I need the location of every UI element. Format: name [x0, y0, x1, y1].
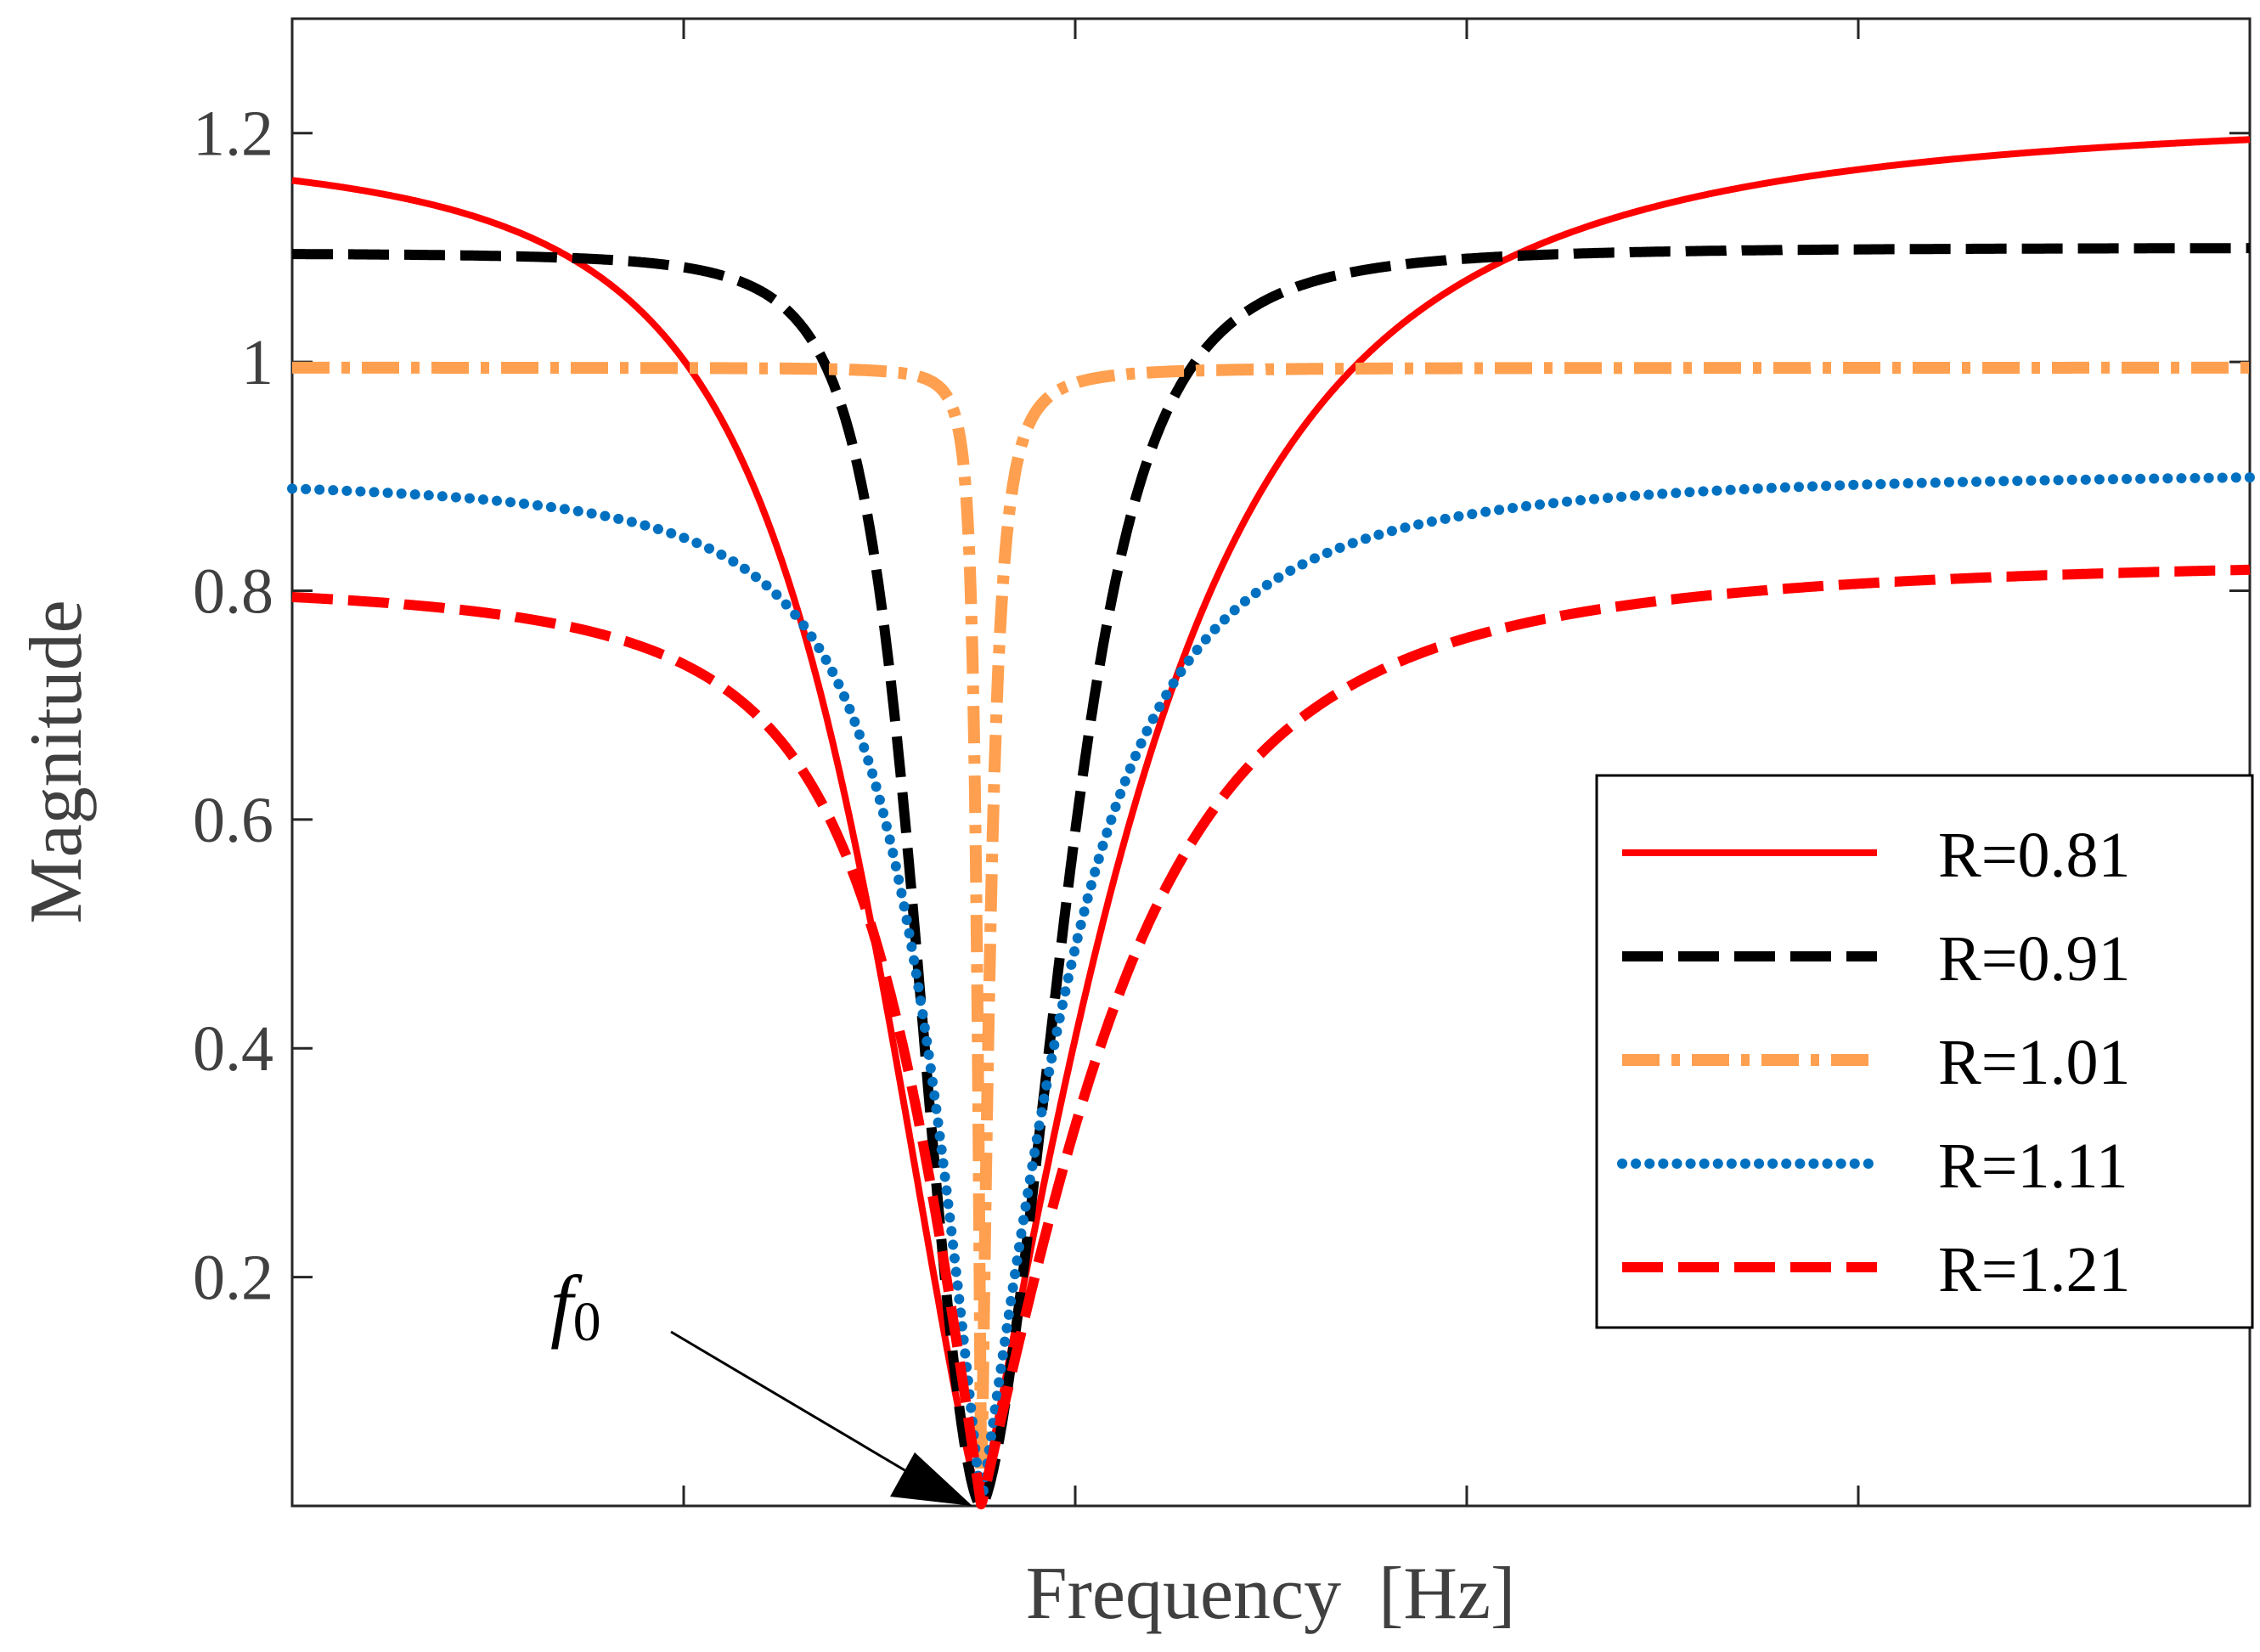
y-axis-title: Magnitude	[15, 600, 98, 923]
annotation-arrow-line	[670, 1330, 911, 1475]
annotation-label: f0	[550, 1259, 601, 1353]
y-tick-label-6: 1.2	[193, 99, 273, 170]
plot-area: 0.2 0.4 0.6 0.8 1 1.2	[193, 17, 2255, 1511]
x-axis-title: Frequency [Hz]	[1026, 1553, 1516, 1635]
y-tick-label-1: 0.2	[193, 1243, 273, 1314]
legend-label-5: R=1.21	[1938, 1234, 2131, 1305]
y-tick-label-5: 1	[241, 327, 273, 398]
axes-box	[290, 17, 2252, 1508]
y-tick-label-2: 0.4	[193, 1013, 273, 1085]
y-tick-label-3: 0.6	[193, 785, 273, 856]
x-ticks	[682, 19, 1860, 1506]
annotation-arrowhead	[890, 1452, 972, 1506]
legend: R=0.81 R=0.91 R=1.01 R=1.11 R=1.21	[1595, 774, 2254, 1329]
series-line-2	[288, 243, 2254, 1511]
series-line-1	[290, 136, 2252, 1509]
f0-annotation: f0	[550, 1259, 972, 1506]
series-layer	[287, 136, 2255, 1511]
legend-box	[1595, 774, 2254, 1329]
legend-label-3: R=1.01	[1938, 1027, 2131, 1098]
series-line-5	[288, 564, 2254, 1510]
y-ticks: 0.2 0.4 0.6 0.8 1 1.2	[193, 99, 2250, 1314]
series-line-3	[287, 361, 2255, 1477]
y-tick-label-4: 0.8	[193, 555, 273, 627]
series-line-4	[287, 472, 2255, 1509]
legend-label-2: R=0.91	[1938, 923, 2131, 995]
annotation-sub: 0	[573, 1291, 601, 1353]
legend-label-4: R=1.11	[1938, 1130, 2128, 1202]
legend-label-1: R=0.81	[1938, 820, 2131, 891]
legend-items: R=0.81 R=0.91 R=1.01 R=1.11 R=1.21	[1617, 820, 2131, 1305]
